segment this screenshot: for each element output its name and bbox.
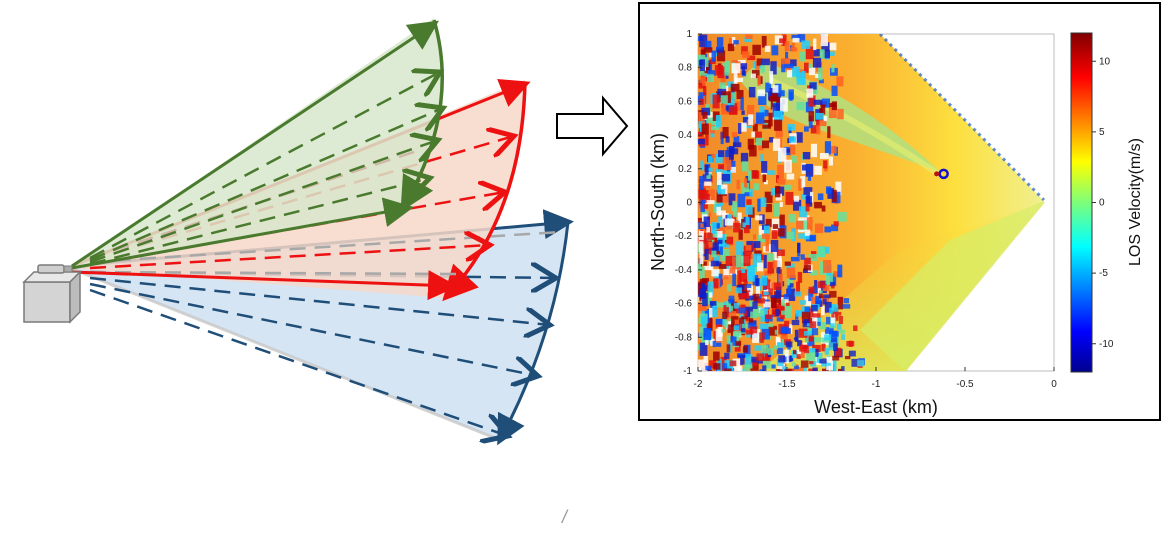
y-tick-label: -0.8 [675, 332, 693, 343]
y-tick-label: 0 [686, 198, 692, 209]
x-axis-ticks: -2 -1.5 -1 -0.5 0 [694, 367, 1057, 390]
green-scan-fan [70, 18, 443, 270]
colorbar-tick-label: -5 [1099, 268, 1108, 279]
y-tick-label: 0.2 [678, 164, 692, 175]
x-axis-label: West-East (km) [814, 397, 938, 417]
noise-region [698, 34, 865, 371]
plot-area [697, 33, 1055, 372]
text-cursor-mark: / [562, 507, 568, 527]
turbine-marker [934, 168, 949, 180]
colorbar-label: LOS Velocity(m/s) [1127, 138, 1144, 266]
y-axis-label: North-South (km) [648, 133, 668, 271]
x-tick-label: -0.5 [956, 379, 974, 390]
lidar-scan-diagram [22, 18, 574, 446]
y-tick-label: -1 [683, 366, 692, 377]
x-tick-label: -2 [694, 379, 703, 390]
right-arrow-icon [556, 95, 629, 157]
x-tick-label: -1.5 [778, 379, 796, 390]
y-tick-label: -0.4 [675, 265, 693, 276]
y-axis-ticks: 1 0.8 0.6 0.4 0.2 0 -0.2 -0.4 -0.6 -0.8 -1 [675, 29, 702, 377]
y-tick-label: 0.8 [678, 63, 692, 74]
colorbar-tick-label: 0 [1099, 198, 1105, 209]
y-tick-label: 1 [686, 29, 692, 40]
lidar-device-icon [22, 264, 82, 324]
colorbar: 10 5 0 -5 -10 LOS Velocity(m/s) [1070, 32, 1144, 373]
colorbar-tick-label: 5 [1099, 127, 1105, 138]
x-tick-label: 0 [1051, 379, 1057, 390]
y-tick-label: 0.4 [678, 130, 692, 141]
colorbar-ticks: 10 5 0 -5 -10 [1092, 56, 1114, 350]
y-tick-label: -0.2 [675, 231, 693, 242]
colorbar-tick-label: 10 [1099, 56, 1111, 67]
x-tick-label: -1 [872, 379, 881, 390]
velocity-plot-panel: 10.80.60.40.20-0.2-0.4-0.6-0.8-1 -2 -1.5-… [638, 2, 1161, 421]
y-tick-label: 0.6 [678, 96, 692, 107]
y-tick-label: -0.6 [675, 299, 693, 310]
colorbar-tick-label: -10 [1099, 339, 1114, 350]
